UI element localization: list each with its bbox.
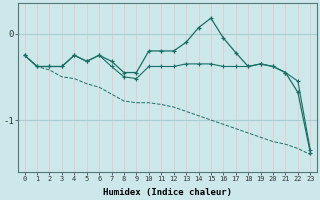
X-axis label: Humidex (Indice chaleur): Humidex (Indice chaleur) bbox=[103, 188, 232, 197]
